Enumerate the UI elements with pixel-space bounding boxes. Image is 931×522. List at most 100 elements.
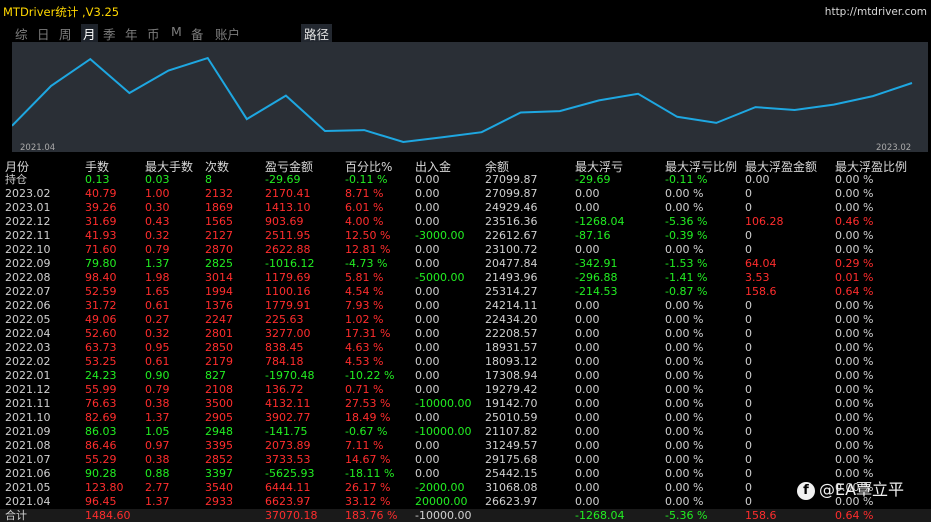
table-cell: 0.00 % (835, 467, 874, 480)
table-cell: 4132.11 (265, 397, 311, 410)
table-row[interactable]: 2022.03 63.73 0.95 2850 838.45 4.63 % 0.00 1893… (0, 341, 931, 355)
table-cell: 2132 (205, 187, 233, 200)
table-cell: 0.27 (145, 313, 170, 326)
tab-6[interactable]: 币 (147, 27, 160, 42)
table-row[interactable]: 2022.08 98.40 1.98 3014 1179.69 5.81 % -5000.0… (0, 271, 931, 285)
table-cell: -1.53 % (665, 257, 708, 270)
table-cell: 0.00 % (665, 299, 704, 312)
table-row[interactable]: 2022.11 41.93 0.32 2127 2511.95 12.50 % -3000.… (0, 229, 931, 243)
table-cell: 0 (745, 299, 752, 312)
table-cell: 79.80 (85, 257, 117, 270)
tab-1[interactable]: 日 (37, 27, 50, 42)
table-cell: 2023.01 (5, 201, 51, 214)
table-row[interactable]: 持仓 0.13 0.03 8 -29.69 -0.11 % 0.00 27099.87 -29.… (0, 173, 931, 187)
table-row[interactable]: 2022.10 71.60 0.79 2870 2622.88 12.81 % 0.00 23… (0, 243, 931, 257)
table-cell: 0.00 (575, 187, 600, 200)
table-row[interactable]: 2023.01 39.26 0.30 1869 1413.10 6.01 % 0.00 249… (0, 201, 931, 215)
column-header[interactable]: 出入金 (415, 160, 452, 174)
table-row[interactable]: 2021.05 123.80 2.77 3540 6444.11 26.17 % -2000… (0, 481, 931, 495)
table-cell: 225.63 (265, 313, 304, 326)
column-header[interactable]: 最大浮亏比例 (665, 160, 738, 174)
table-cell: 0.00 % (835, 229, 874, 242)
table-cell: 2022.08 (5, 271, 51, 284)
tab-3[interactable]: 月 (81, 24, 98, 43)
table-row[interactable]: 2023.02 40.79 1.00 2132 2170.41 8.71 % 0.00 270… (0, 187, 931, 201)
table-row[interactable]: 2022.04 52.60 0.32 2801 3277.00 17.31 % 0.00 22… (0, 327, 931, 341)
table-cell: 14.67 % (345, 453, 391, 466)
table-cell: 41.93 (85, 229, 117, 242)
table-row[interactable]: 2021.06 90.28 0.88 3397 -5625.93 -18.11 % 0.00… (0, 467, 931, 481)
table-cell: 0.00 (415, 467, 440, 480)
column-header[interactable]: 次数 (205, 160, 230, 174)
table-cell: -214.53 (575, 285, 618, 298)
table-cell: 0.13 (85, 173, 110, 186)
table-cell: 1.37 (145, 495, 170, 508)
table-cell: 0 (745, 439, 752, 452)
column-header[interactable]: 余额 (485, 160, 510, 174)
table-row[interactable]: 2022.12 31.69 0.43 1565 903.69 4.00 % 0.00 2351… (0, 215, 931, 229)
column-header[interactable]: 最大手数 (145, 160, 194, 174)
table-row[interactable]: 2021.07 55.29 0.38 2852 3733.53 14.67 % 0.00 29… (0, 453, 931, 467)
column-header[interactable]: 最大浮亏 (575, 160, 624, 174)
table-row[interactable]: 2022.02 53.25 0.61 2179 784.18 4.53 % 0.00 1809… (0, 355, 931, 369)
table-cell: 1565 (205, 215, 233, 228)
table-cell: 0.00 % (835, 425, 874, 438)
table-cell: 0.00 (575, 495, 600, 508)
tab-2[interactable]: 周 (59, 27, 72, 42)
table-cell: 52.60 (85, 327, 117, 340)
column-header[interactable]: 最大浮盈比例 (835, 160, 908, 174)
table-cell: 23100.72 (485, 243, 538, 256)
column-header[interactable]: 百分比% (345, 160, 393, 174)
column-header[interactable]: 盈亏金额 (265, 160, 314, 174)
table-row[interactable]: 2021.11 76.63 0.38 3500 4132.11 27.53 % -10000… (0, 397, 931, 411)
table-cell: 20000.00 (415, 495, 468, 508)
table-cell: 86.03 (85, 425, 117, 438)
table-row[interactable]: 2022.01 24.23 0.90 827 -1970.48 -10.22 % 0.00 1… (0, 369, 931, 383)
table-cell: 2022.06 (5, 299, 51, 312)
table-cell: 5.81 % (345, 271, 384, 284)
table-cell: 0.32 (145, 327, 170, 340)
table-cell: 55.99 (85, 383, 117, 396)
table-row[interactable]: 2021.12 55.99 0.79 2108 136.72 0.71 % 0.00 1927… (0, 383, 931, 397)
table-row[interactable]: 2022.07 52.59 1.65 1994 1100.16 4.54 % 0.00 253… (0, 285, 931, 299)
table-cell: 55.29 (85, 453, 117, 466)
table-cell: 1.37 (145, 411, 170, 424)
total-row: 合计 1484.60 37070.18 183.76 % -10000.00 -1268.… (0, 509, 931, 522)
table-row[interactable]: 2021.10 82.69 1.37 2905 3902.77 18.49 % 0.00 25… (0, 411, 931, 425)
table-cell: 2021.12 (5, 383, 51, 396)
site-url[interactable]: http://mtdriver.com (824, 6, 927, 18)
table-cell: 0.97 (145, 439, 170, 452)
chart-x-end-label: 2023.02 (876, 143, 912, 153)
column-header[interactable]: 月份 (5, 160, 30, 174)
table-cell: -1268.04 (575, 215, 625, 228)
table-row[interactable]: 2022.09 79.80 1.37 2825 -1016.12 -4.73 % 0.00 2… (0, 257, 931, 271)
tab-0[interactable]: 综 (15, 27, 28, 42)
tab-8[interactable]: 备 (191, 27, 204, 42)
table-cell: 2021.07 (5, 453, 51, 466)
table-cell: 0.00 (575, 201, 600, 214)
monthly-table: 持仓 0.13 0.03 8 -29.69 -0.11 % 0.00 27099.87 -29.… (0, 173, 931, 509)
table-row[interactable]: 2021.09 86.03 1.05 2948 -141.75 -0.67 % -10000… (0, 425, 931, 439)
tab-5[interactable]: 年 (125, 27, 138, 42)
tab-path[interactable]: 路径 (301, 24, 333, 43)
table-cell: -0.11 % (345, 173, 388, 186)
table-cell: 1869 (205, 201, 233, 214)
table-cell: 0 (745, 201, 752, 214)
tab-7[interactable]: M (171, 24, 182, 39)
table-row[interactable]: 2021.04 96.45 1.37 2933 6623.97 33.12 % 20000.… (0, 495, 931, 509)
column-header[interactable]: 手数 (85, 160, 110, 174)
table-row[interactable]: 2022.05 49.06 0.27 2247 225.63 1.02 % 0.00 2243… (0, 313, 931, 327)
table-row[interactable]: 2022.06 31.72 0.61 1376 1779.91 7.93 % 0.00 242… (0, 299, 931, 313)
column-header[interactable]: 最大浮盈金额 (745, 160, 818, 174)
table-cell: 18.49 % (345, 411, 391, 424)
table-cell: 4.63 % (345, 341, 384, 354)
table-cell: 1413.10 (265, 201, 311, 214)
table-cell: 31.69 (85, 215, 117, 228)
tab-9[interactable]: 账户 (215, 27, 241, 42)
tab-4[interactable]: 季 (103, 27, 116, 42)
table-cell: 0.00 (575, 425, 600, 438)
table-row[interactable]: 2021.08 86.46 0.97 3395 2073.89 7.11 % 0.00 312… (0, 439, 931, 453)
table-cell: 0.00 (415, 201, 440, 214)
table-cell: 0 (745, 313, 752, 326)
table-cell: 2870 (205, 243, 233, 256)
